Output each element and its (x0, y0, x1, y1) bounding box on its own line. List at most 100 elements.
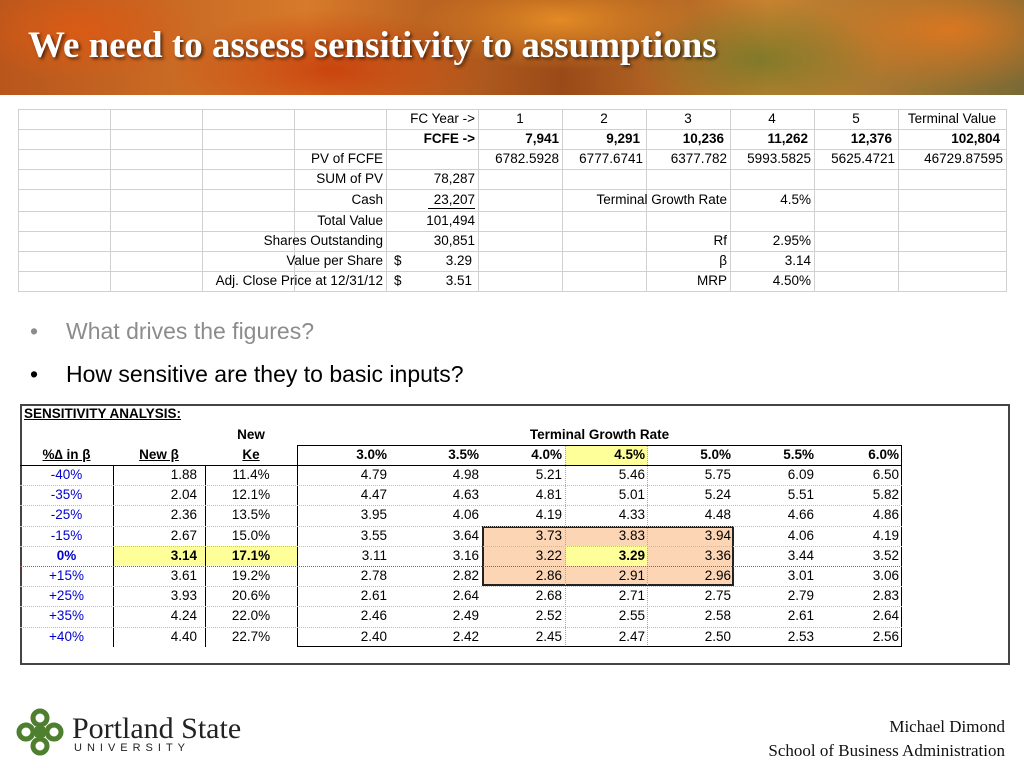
table-cell (478, 169, 563, 190)
sensitivity-heading: SENSITIVITY ANALYSIS: (24, 406, 182, 421)
table-cell (18, 231, 111, 252)
table-cell (18, 189, 111, 212)
sensitivity-value: 2.49 (452, 608, 479, 624)
cell-value: 2.95% (772, 233, 811, 248)
sensitivity-value: 4.19 (872, 527, 899, 543)
cell-value: 3.14 (784, 253, 811, 268)
table-cell (18, 149, 111, 170)
growth-rate: 4.0% (531, 447, 562, 462)
cell-value: 5625.4721 (831, 151, 895, 166)
new-ke: 22.7% (231, 628, 271, 644)
growth-rate: 4.5% (614, 447, 645, 462)
cell-value: 5 (852, 111, 860, 126)
sensitivity-value: 3.22 (535, 547, 562, 563)
sensitivity-value: 3.01 (787, 568, 814, 583)
sensitivity-value: 3.73 (535, 527, 562, 543)
currency-sign: $ (394, 253, 402, 268)
table-cell (478, 189, 563, 212)
table-cell (898, 271, 1007, 292)
header-rule (20, 465, 902, 466)
sensitivity-value: 5.24 (704, 487, 731, 503)
new-beta: 2.04 (170, 487, 197, 503)
cell-value: 5993.5825 (747, 151, 811, 166)
sensitivity-value: 2.79 (787, 588, 814, 604)
new-beta: 4.24 (170, 608, 197, 624)
row-label: Adj. Close Price at 12/31/12 (215, 273, 383, 288)
sensitivity-value: 2.78 (360, 568, 387, 583)
beta-change: +25% (49, 588, 84, 604)
sensitivity-value: 2.71 (618, 588, 645, 604)
row-rule (20, 606, 902, 608)
sensitivity-value: 5.75 (704, 467, 731, 482)
sensitivity-value: 2.46 (360, 608, 387, 624)
new-ke: 17.1% (231, 547, 271, 563)
school: School of Business Administration (768, 741, 1005, 760)
table-cell (898, 231, 1007, 252)
table-cell (202, 149, 295, 170)
sensitivity-value: 4.63 (452, 487, 479, 503)
column-header: New β (139, 447, 179, 462)
sensitivity-value: 2.61 (360, 588, 387, 604)
row-rule (20, 586, 902, 588)
table-cell (814, 251, 899, 272)
cell-value: 102,804 (951, 131, 1000, 146)
cell-value: FCFE -> (423, 131, 475, 146)
new-ke: 19.2% (231, 568, 271, 583)
row-rule (20, 566, 902, 567)
sensitivity-value: 2.52 (535, 608, 562, 624)
sensitivity-value: 4.06 (452, 507, 479, 523)
bullet-text: How sensitive are they to basic inputs? (66, 361, 464, 387)
sensitivity-value: 2.53 (787, 628, 814, 644)
cell-value: Terminal Value (907, 111, 997, 126)
new-ke: 12.1% (231, 487, 271, 503)
table-cell (562, 169, 647, 190)
sensitivity-value: 4.79 (360, 467, 387, 482)
sensitivity-value: 5.01 (618, 487, 645, 503)
sensitivity-value: 2.47 (618, 628, 645, 644)
table-cell (478, 231, 563, 252)
table-cell (814, 271, 899, 292)
new-beta: 3.93 (170, 588, 197, 604)
beta-change: +35% (49, 608, 84, 624)
sensitivity-value: 4.33 (618, 507, 645, 523)
new-ke: 15.0% (231, 527, 271, 543)
table-cell (202, 189, 295, 212)
growth-rate: 5.0% (700, 447, 731, 462)
cell-value: 4 (768, 111, 776, 126)
sensitivity-value: 5.21 (535, 467, 562, 482)
beta-change: -40% (50, 467, 83, 482)
table-cell (294, 109, 387, 130)
sensitivity-value: 2.61 (787, 608, 814, 624)
table-cell (478, 271, 563, 292)
table-cell (202, 211, 295, 232)
highlight-header (565, 445, 648, 466)
table-cell (202, 251, 295, 272)
cell-value: 30,851 (433, 233, 475, 248)
sensitivity-value: 3.52 (872, 547, 899, 563)
sensitivity-value: 2.86 (535, 568, 562, 583)
table-cell (110, 169, 203, 190)
currency-sign: $ (394, 273, 402, 288)
sensitivity-value: 4.66 (787, 507, 814, 523)
sensitivity-value: 2.96 (704, 568, 731, 583)
row-label: SUM of PV (316, 171, 383, 186)
cell-value: 9,291 (606, 131, 640, 146)
sensitivity-value: 6.50 (872, 467, 899, 482)
cell-value: 46729.87595 (924, 151, 1003, 166)
row-label: Cash (351, 192, 383, 207)
sensitivity-value: 4.47 (360, 487, 387, 503)
table-cell (110, 109, 203, 130)
table-cell (18, 169, 111, 190)
table-cell (110, 189, 203, 212)
table-cell (386, 149, 479, 170)
sensitivity-value: 4.81 (535, 487, 562, 503)
growth-rate: 5.5% (783, 447, 814, 462)
cell-value: 78,287 (433, 171, 475, 186)
table-cell (202, 169, 295, 190)
table-cell (646, 211, 731, 232)
table-cell (294, 129, 387, 150)
row-label: Shares Outstanding (263, 233, 383, 248)
new-beta: 4.40 (170, 628, 197, 644)
table-cell (898, 211, 1007, 232)
